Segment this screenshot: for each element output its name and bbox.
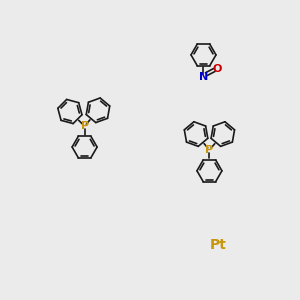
Text: P: P (206, 145, 214, 155)
Text: Pt: Pt (210, 238, 227, 252)
Text: O: O (212, 64, 222, 74)
Text: N: N (199, 72, 208, 82)
Text: P: P (80, 121, 89, 131)
